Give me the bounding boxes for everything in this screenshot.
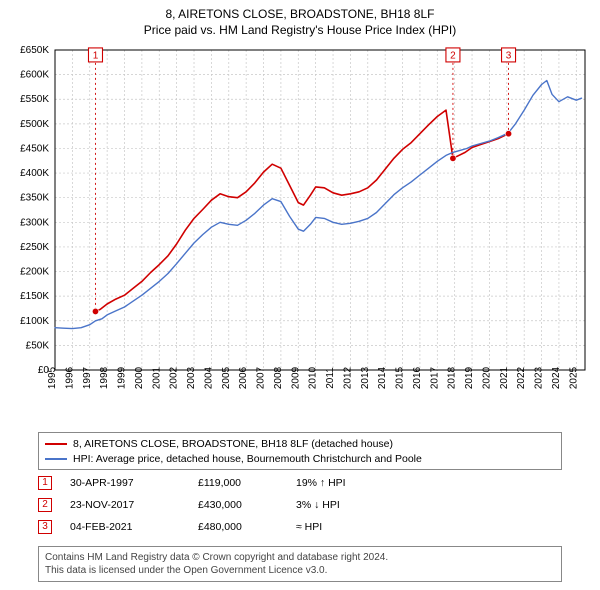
- legend-label-price: 8, AIRETONS CLOSE, BROADSTONE, BH18 8LF …: [73, 437, 393, 451]
- marker-row-3: 3 04-FEB-2021 £480,000 ≈ HPI: [38, 516, 562, 538]
- svg-text:£500K: £500K: [20, 119, 49, 130]
- legend-swatch-hpi: [45, 458, 67, 460]
- footer-box: Contains HM Land Registry data © Crown c…: [38, 546, 562, 582]
- svg-text:£100K: £100K: [20, 316, 49, 327]
- marker-date-3: 04-FEB-2021: [70, 521, 180, 533]
- legend-box: 8, AIRETONS CLOSE, BROADSTONE, BH18 8LF …: [38, 432, 562, 470]
- marker-date-1: 30-APR-1997: [70, 477, 180, 489]
- svg-text:£250K: £250K: [20, 242, 49, 253]
- legend-swatch-price: [45, 443, 67, 445]
- legend-row-price: 8, AIRETONS CLOSE, BROADSTONE, BH18 8LF …: [45, 437, 555, 451]
- svg-text:£600K: £600K: [20, 70, 49, 81]
- marker-delta-1: 19% ↑ HPI: [296, 477, 346, 489]
- marker-delta-3: ≈ HPI: [296, 521, 322, 533]
- marker-price-3: £480,000: [198, 521, 278, 533]
- marker-delta-2: 3% ↓ HPI: [296, 499, 340, 511]
- marker-badge-3: 3: [38, 520, 52, 534]
- svg-text:£550K: £550K: [20, 94, 49, 105]
- svg-text:£200K: £200K: [20, 267, 49, 278]
- marker-badge-1: 1: [38, 476, 52, 490]
- marker-price-2: £430,000: [198, 499, 278, 511]
- markers-table: 1 30-APR-1997 £119,000 19% ↑ HPI 2 23-NO…: [38, 472, 562, 538]
- svg-text:£450K: £450K: [20, 143, 49, 154]
- legend-row-hpi: HPI: Average price, detached house, Bour…: [45, 452, 555, 466]
- marker-row-1: 1 30-APR-1997 £119,000 19% ↑ HPI: [38, 472, 562, 494]
- marker-date-2: 23-NOV-2017: [70, 499, 180, 511]
- footer-line1: Contains HM Land Registry data © Crown c…: [45, 551, 555, 564]
- marker-price-1: £119,000: [198, 477, 278, 489]
- title-line2: Price paid vs. HM Land Registry's House …: [0, 22, 600, 38]
- svg-text:3: 3: [506, 50, 512, 61]
- svg-text:£150K: £150K: [20, 291, 49, 302]
- footer-line2: This data is licensed under the Open Gov…: [45, 564, 555, 577]
- chart-svg: £0£50K£100K£150K£200K£250K£300K£350K£400…: [0, 40, 600, 430]
- svg-text:£50K: £50K: [26, 340, 50, 351]
- legend-label-hpi: HPI: Average price, detached house, Bour…: [73, 452, 422, 466]
- chart-area: £0£50K£100K£150K£200K£250K£300K£350K£400…: [0, 40, 600, 430]
- svg-text:£300K: £300K: [20, 217, 49, 228]
- marker-badge-2: 2: [38, 498, 52, 512]
- svg-text:£400K: £400K: [20, 168, 49, 179]
- svg-text:2: 2: [450, 50, 456, 61]
- svg-text:£350K: £350K: [20, 193, 49, 204]
- chart-title-block: 8, AIRETONS CLOSE, BROADSTONE, BH18 8LF …: [0, 0, 600, 38]
- svg-text:£650K: £650K: [20, 45, 49, 56]
- marker-row-2: 2 23-NOV-2017 £430,000 3% ↓ HPI: [38, 494, 562, 516]
- svg-text:1: 1: [93, 50, 99, 61]
- title-line1: 8, AIRETONS CLOSE, BROADSTONE, BH18 8LF: [0, 6, 600, 22]
